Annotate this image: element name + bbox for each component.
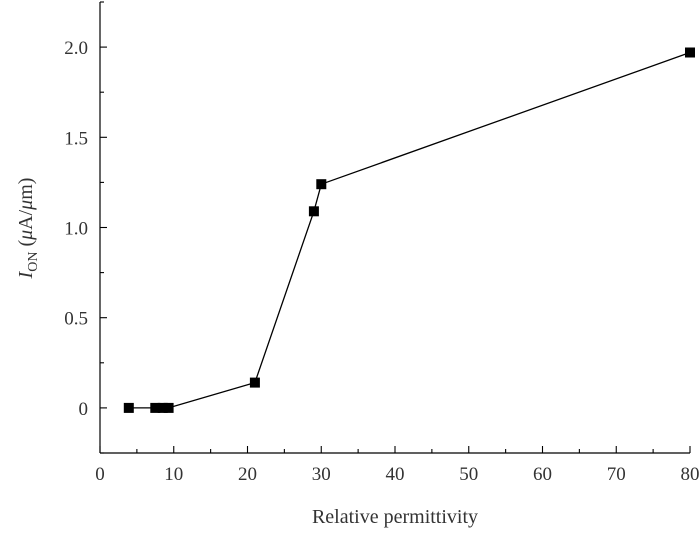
x-tick-label: 30 [312,464,331,485]
data-point [308,206,319,217]
x-tick-label: 70 [607,464,626,485]
x-tick-label: 0 [95,464,105,485]
y-tick-label: 0.5 [64,309,88,330]
x-tick-label: 80 [681,464,700,485]
y-tick-label: 1.0 [64,219,88,240]
y-axis-label-unit-mu2: μ [15,200,37,211]
data-point [123,402,134,413]
data-point [249,377,260,388]
x-ticks: 0 10 20 30 40 50 60 70 80 [95,446,700,485]
data-point [316,179,327,190]
x-tick-label: 10 [164,464,183,485]
y-axis-label-unit-mu: μ [15,230,37,241]
y-ticks: 0 0.5 1.0 1.5 2.0 [64,1,107,454]
y-axis-label-main: I [15,270,37,279]
plot-frame [99,2,690,454]
data-point [157,402,168,413]
data-point [685,47,695,58]
data-point [150,402,161,413]
y-axis-label-unit-open: ( [15,240,37,252]
y-axis-label-unit-rest: A/ [15,209,37,229]
x-axis-label: Relative permittivity [312,506,478,528]
y-tick-label: 2.0 [64,38,88,59]
x-tick-label: 20 [238,464,257,485]
series-line [128,51,691,409]
x-tick-label: 60 [533,464,552,485]
y-tick-label: 0 [79,399,89,420]
data-point [163,402,174,413]
y-axis-label-subscript: ON [26,252,41,272]
x-tick-label: 50 [459,464,478,485]
y-axis-label-unit-close: m) [15,178,37,200]
y-tick-label: 1.5 [64,128,88,149]
y-axis-label: ION (μA/μm) [15,178,41,280]
series-layer [123,47,695,413]
x-tick-label: 40 [386,464,405,485]
